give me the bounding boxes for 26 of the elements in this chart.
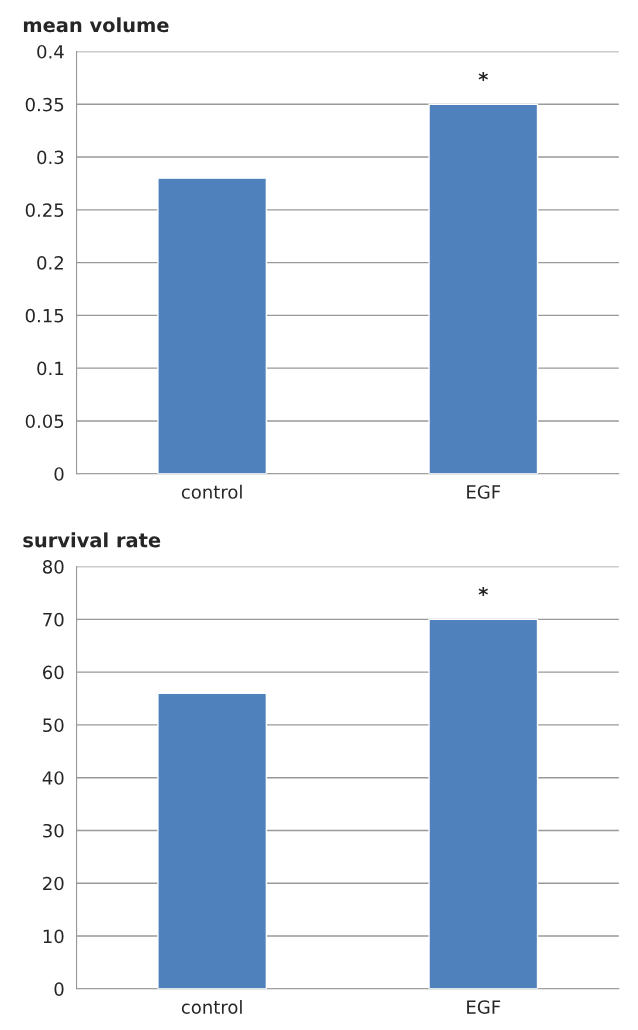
y-tick-label: 50 — [43, 718, 64, 733]
y-tick-label: 0.1 — [37, 361, 64, 376]
y-tick-label: 0 — [54, 982, 64, 996]
y-tick-label: 0.25 — [25, 203, 64, 217]
y-tick-label: 70 — [43, 612, 64, 627]
chart-title: mean volume — [23, 17, 169, 33]
x-tick-label: control — [181, 484, 242, 499]
annotation: * — [478, 587, 488, 597]
y-tick-label: 0 — [54, 467, 64, 481]
y-tick-label: 60 — [43, 665, 64, 680]
y-tick-label: 0.35 — [25, 97, 64, 112]
y-tick-label: 80 — [43, 560, 64, 574]
x-tick-label: EGF — [467, 485, 501, 499]
x-tick-label: EGF — [467, 1000, 501, 1014]
y-tick-label: 0.05 — [25, 414, 64, 429]
y-tick-label: 30 — [43, 823, 64, 838]
chart-title: survival rate — [23, 532, 161, 548]
y-tick-label: 0.15 — [25, 308, 64, 323]
y-tick-label: 20 — [43, 876, 64, 891]
y-tick-label: 0.4 — [37, 44, 64, 59]
y-tick-label: 0.2 — [37, 256, 63, 270]
y-tick-label: 10 — [43, 929, 64, 944]
y-tick-label: 40 — [42, 771, 64, 785]
annotation: * — [478, 71, 488, 81]
y-tick-label: 0.3 — [37, 150, 64, 165]
x-tick-label: control — [181, 999, 242, 1014]
